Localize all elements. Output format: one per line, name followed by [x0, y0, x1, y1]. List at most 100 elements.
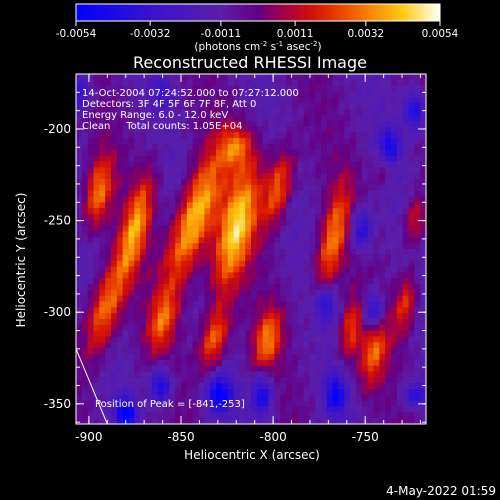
heatmap-cell	[303, 324, 310, 332]
heatmap-cell	[76, 394, 83, 402]
heatmap-cell	[315, 272, 322, 279]
heatmap-cell	[175, 406, 182, 413]
heatmap-cell	[262, 120, 269, 127]
heatmap-cell	[344, 231, 351, 238]
heatmap-cell	[373, 278, 380, 285]
heatmap-cell	[414, 109, 421, 116]
heatmap-cell	[420, 74, 426, 81]
heatmap-cell	[198, 412, 205, 419]
heatmap-cell	[140, 138, 147, 145]
heatmap-cell	[198, 389, 205, 396]
heatmap-cell	[268, 97, 275, 104]
heatmap-cell	[134, 324, 141, 332]
heatmap-cell	[286, 307, 293, 314]
heatmap-cell	[262, 225, 269, 232]
heatmap-cell	[169, 144, 176, 151]
heatmap-cell	[286, 202, 293, 209]
heatmap-cell	[169, 418, 176, 424]
heatmap-cell	[379, 313, 386, 320]
heatmap-cell	[332, 91, 339, 98]
heatmap-cell	[87, 400, 94, 407]
heatmap-cell	[291, 324, 299, 332]
heatmap-cell	[87, 237, 94, 244]
heatmap-cell	[210, 394, 217, 402]
heatmap-cell	[315, 74, 322, 81]
heatmap-cell	[210, 225, 217, 232]
heatmap-cell	[373, 214, 380, 221]
heatmap-cell	[181, 301, 188, 308]
heatmap-cell	[396, 202, 404, 209]
heatmap-cell	[338, 348, 345, 355]
heatmap-cell	[210, 91, 217, 98]
heatmap-cell	[379, 149, 386, 157]
heatmap-cell	[99, 109, 106, 116]
heatmap-cell	[198, 330, 205, 337]
heatmap-cell	[356, 313, 363, 320]
heatmap-cell	[332, 249, 339, 256]
heatmap-cell	[186, 289, 194, 297]
heatmap-cell	[122, 231, 129, 238]
heatmap-cell	[210, 155, 217, 162]
heatmap-cell	[198, 243, 205, 250]
heatmap-cell	[251, 359, 258, 367]
heatmap-cell	[140, 348, 147, 355]
heatmap-cell	[262, 79, 269, 87]
heatmap-cell	[396, 173, 404, 180]
heatmap-cell	[338, 272, 345, 279]
heatmap-cell	[99, 161, 106, 168]
heatmap-cell	[414, 272, 421, 279]
heatmap-cell	[321, 319, 328, 326]
heatmap-cell	[274, 149, 281, 157]
heatmap-cell	[268, 313, 275, 320]
heatmap-cell	[291, 91, 299, 98]
heatmap-cell	[326, 260, 334, 267]
heatmap-cell	[233, 114, 240, 122]
heatmap-cell	[227, 272, 234, 279]
heatmap-cell	[350, 243, 357, 250]
heatmap-cell	[216, 114, 223, 122]
heatmap-cell	[414, 161, 421, 168]
heatmap-cell	[99, 97, 106, 104]
heatmap-cell	[146, 126, 153, 133]
heatmap-cell	[291, 272, 299, 279]
heatmap-cell	[198, 354, 205, 361]
heatmap-cell	[140, 149, 147, 157]
heatmap-cell	[361, 179, 369, 186]
heatmap-cell	[373, 85, 380, 92]
heatmap-cell	[128, 324, 135, 332]
heatmap-cell	[122, 354, 129, 361]
heatmap-cell	[146, 383, 153, 390]
heatmap-cell	[385, 266, 392, 273]
heatmap-cell	[227, 295, 234, 302]
heatmap-cell	[262, 389, 269, 396]
heatmap-cell	[309, 313, 316, 320]
heatmap-cell	[146, 161, 153, 168]
heatmap-cell	[239, 249, 246, 256]
heatmap-cell	[280, 126, 287, 133]
heatmap-cell	[338, 354, 345, 361]
heatmap-cell	[175, 91, 182, 98]
heatmap-cell	[76, 85, 83, 92]
heatmap-cell	[186, 120, 194, 127]
heatmap-cell	[332, 184, 339, 192]
heatmap-cell	[181, 184, 188, 192]
heatmap-cell	[99, 155, 106, 162]
heatmap-cell	[379, 184, 386, 192]
render-timestamp: 4-May-2022 01:59	[386, 484, 496, 498]
heatmap-cell	[402, 400, 409, 407]
heatmap-cell	[391, 243, 398, 250]
heatmap-cell	[122, 97, 129, 104]
heatmap-cell	[321, 202, 328, 209]
heatmap-cell	[350, 219, 357, 227]
heatmap-cell	[87, 79, 94, 87]
heatmap-cell	[140, 109, 147, 116]
heatmap-cell	[414, 377, 421, 384]
heatmap-cell	[122, 208, 129, 215]
y-tick-label: -300	[44, 305, 71, 319]
heatmap-cell	[140, 307, 147, 314]
heatmap-cell	[198, 249, 205, 256]
heatmap-cell	[216, 144, 223, 151]
heatmap-cell	[87, 371, 94, 378]
heatmap-cell	[420, 324, 426, 332]
heatmap-cell	[140, 161, 147, 168]
